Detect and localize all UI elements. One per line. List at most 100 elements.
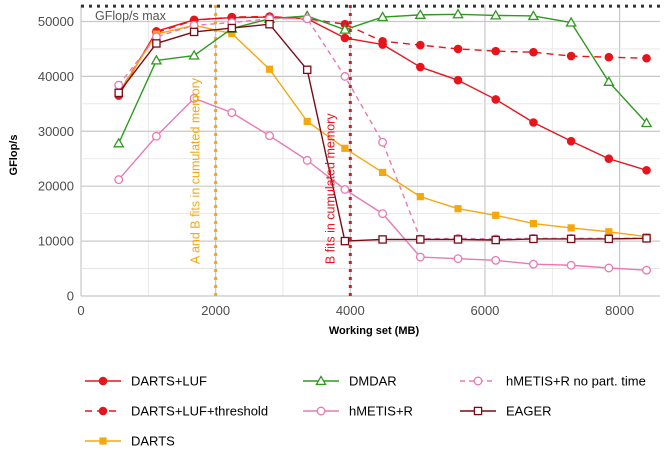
y-tick-label: 20000 <box>38 179 74 194</box>
data-point <box>304 66 311 73</box>
data-point <box>454 76 462 84</box>
data-point <box>417 253 425 261</box>
data-point <box>530 119 538 127</box>
data-point <box>417 236 424 243</box>
legend-marker <box>99 437 106 444</box>
legend-marker <box>99 407 107 415</box>
data-point <box>643 166 651 174</box>
data-point <box>190 51 199 59</box>
data-point <box>492 47 500 55</box>
x-tick-label: 2000 <box>201 303 230 318</box>
data-point <box>454 255 462 263</box>
data-point <box>153 40 160 47</box>
legend-item: EAGER <box>460 404 552 419</box>
data-point <box>228 109 236 117</box>
data-point <box>417 63 425 71</box>
x-tick-label: 4000 <box>336 303 365 318</box>
data-point <box>303 157 311 165</box>
data-point <box>417 41 425 49</box>
legend-label: hMETIS+R no part. time <box>506 374 646 389</box>
y-tick-label: 50000 <box>38 14 74 29</box>
legend-label: hMETIS+R <box>349 404 413 419</box>
legend-item: DARTS <box>85 434 175 449</box>
legend-item: hMETIS+R <box>303 404 413 419</box>
x-tick-label: 8000 <box>605 303 634 318</box>
memory-threshold-label: A and B fits in cumulated memory <box>189 77 203 264</box>
data-point <box>266 21 273 28</box>
legend-label: DARTS+LUF <box>131 374 207 389</box>
data-point <box>454 236 461 243</box>
y-tick-label: 0 <box>67 289 74 304</box>
x-axis-title: Working set (MB) <box>329 325 420 337</box>
gflops-max-label: GFlop/s max <box>95 9 167 23</box>
data-point <box>379 210 387 218</box>
data-point <box>492 236 499 243</box>
data-point <box>568 235 575 242</box>
data-point <box>530 220 537 227</box>
y-tick-label: 10000 <box>38 234 74 249</box>
data-point <box>567 52 575 60</box>
legend-marker <box>99 377 107 385</box>
data-point <box>643 266 651 274</box>
legend-item: DARTS+LUF+threshold <box>85 404 268 419</box>
y-tick-label: 40000 <box>38 69 74 84</box>
legend-item: DMDAR <box>303 374 397 389</box>
legend-marker <box>474 377 482 385</box>
data-point <box>567 137 575 145</box>
data-point <box>492 257 500 265</box>
data-point <box>643 235 650 242</box>
legend-item: hMETIS+R no part. time <box>460 374 646 389</box>
data-point <box>454 205 461 212</box>
data-point <box>492 96 500 104</box>
data-point <box>303 15 311 23</box>
legend-label: DMDAR <box>349 374 397 389</box>
legend: DARTS+LUF DARTS+LUF+threshold DARTS DMDAR hM… <box>85 374 646 449</box>
data-point <box>567 261 575 269</box>
legend-item: DARTS+LUF <box>85 374 207 389</box>
data-point <box>605 235 612 242</box>
data-point <box>379 138 387 146</box>
data-point <box>304 118 311 125</box>
legend-marker <box>317 407 325 415</box>
data-point <box>228 24 235 31</box>
data-point <box>492 212 499 219</box>
data-point <box>114 139 123 147</box>
x-tick-label: 0 <box>77 303 84 318</box>
data-point <box>115 81 123 89</box>
data-point <box>341 145 348 152</box>
data-point <box>153 132 161 140</box>
data-point <box>643 54 651 62</box>
data-point <box>341 73 349 81</box>
data-point <box>379 37 387 45</box>
data-point <box>530 235 537 242</box>
data-point <box>379 236 386 243</box>
data-point <box>341 237 348 244</box>
legend-label: EAGER <box>506 404 552 419</box>
data-point <box>379 169 386 176</box>
data-point <box>568 224 575 231</box>
data-point <box>115 89 122 96</box>
y-axis-title: GFlop/s <box>8 135 20 176</box>
data-point <box>530 48 538 56</box>
legend-label: DARTS+LUF+threshold <box>131 404 268 419</box>
data-point <box>417 193 424 200</box>
data-point <box>454 45 462 53</box>
legend-marker <box>474 407 481 414</box>
data-point <box>191 28 198 35</box>
data-point <box>605 155 613 163</box>
x-tick-label: 6000 <box>470 303 499 318</box>
data-point <box>605 53 613 61</box>
data-point <box>266 132 274 140</box>
data-point <box>530 260 538 268</box>
grid <box>81 5 660 296</box>
memory-threshold-label: B fits in cumulated memory <box>323 113 337 264</box>
data-point <box>115 176 123 184</box>
legend-label: DARTS <box>131 434 175 449</box>
data-point <box>341 186 349 194</box>
data-point <box>341 34 349 42</box>
data-point <box>604 77 613 85</box>
data-point <box>605 264 613 272</box>
y-tick-label: 30000 <box>38 124 74 139</box>
data-point <box>266 66 273 73</box>
